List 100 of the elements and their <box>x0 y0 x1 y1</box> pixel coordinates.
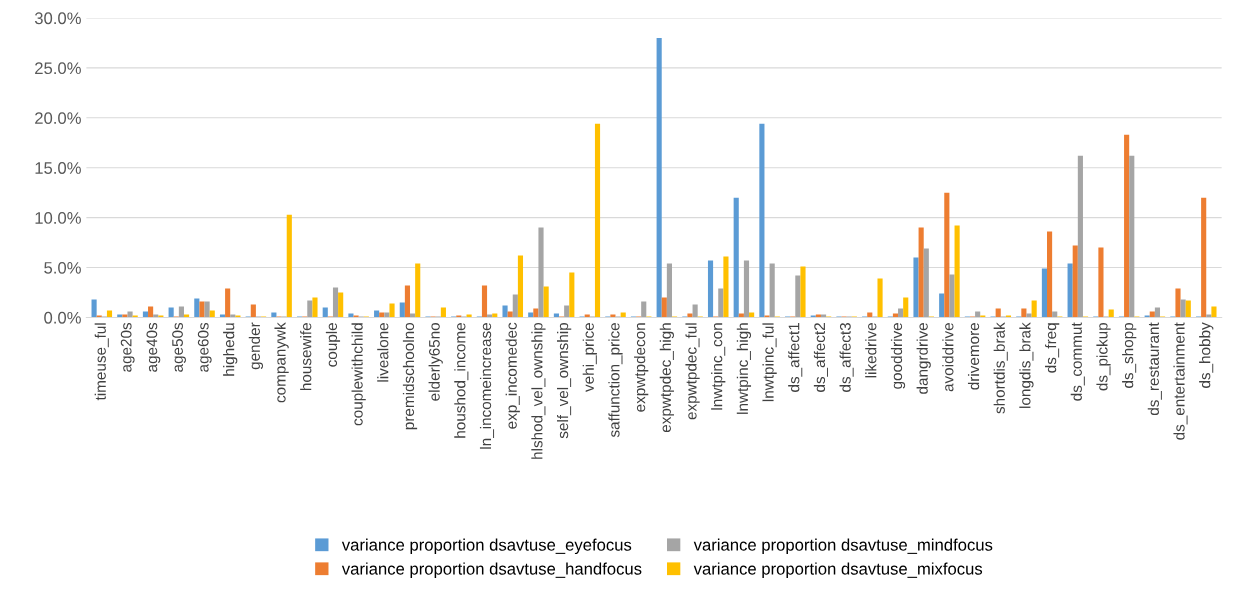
bar <box>610 314 616 318</box>
bar <box>707 260 714 318</box>
x-tick-label: ds_affect2 <box>813 323 828 392</box>
bar <box>481 285 488 318</box>
bar <box>795 275 801 318</box>
bar <box>440 307 446 318</box>
x-tick-label: lnwtpinc_con <box>711 323 726 410</box>
bar <box>1031 300 1037 318</box>
x-tick-label: ds_freq <box>1045 323 1060 373</box>
x-tick-label: hlshod_vel_ownship <box>531 322 546 459</box>
x-tick-label: lnwtpinc_ful <box>762 323 777 402</box>
bar <box>1098 247 1104 318</box>
bar <box>687 313 693 318</box>
bar <box>1180 299 1186 318</box>
x-tick-label: gooddrive <box>890 323 906 389</box>
bar <box>122 314 128 318</box>
x-tick-label: elderly65no <box>428 322 443 401</box>
x-tick-label: highedu <box>223 323 238 376</box>
x-tick-label: expwtpdec_high <box>659 323 674 433</box>
bar <box>944 192 950 318</box>
bar <box>106 310 113 318</box>
x-tick-label: ds_restaurant <box>1147 322 1162 416</box>
bar <box>1206 314 1212 318</box>
bar <box>117 314 123 318</box>
bar <box>250 304 256 318</box>
bar <box>338 292 344 318</box>
bar <box>569 272 575 318</box>
bar <box>564 305 570 318</box>
x-tick-label: ln_incomeincrease <box>479 323 495 449</box>
bar <box>923 248 929 318</box>
bar <box>209 310 215 318</box>
y-tick-label: 20.0% <box>35 112 81 125</box>
x-tick-label: ds_affect3 <box>839 323 854 392</box>
bar <box>995 308 1001 318</box>
bar <box>389 303 395 318</box>
x-tick-label: gender <box>248 322 264 370</box>
bar <box>553 313 559 318</box>
bar <box>743 260 750 318</box>
bar <box>1211 306 1217 318</box>
bar <box>132 315 138 318</box>
legend-label: variance proportion dsavtuse_handfocus <box>341 562 642 579</box>
bar <box>898 308 904 318</box>
x-tick-label: companywk <box>274 322 289 403</box>
bar <box>415 263 421 318</box>
bar <box>810 315 816 318</box>
bar <box>410 313 416 318</box>
y-tick-label: 15.0% <box>35 162 81 174</box>
bar <box>913 257 919 318</box>
x-tick-label: ds_hobby <box>1199 322 1214 388</box>
x-tick-label: vehi_price <box>582 323 597 392</box>
x-tick-label: premidschoolno <box>402 322 418 430</box>
bar <box>225 288 231 318</box>
bar <box>322 307 328 318</box>
y-tick-label: 5.0% <box>44 261 81 274</box>
bar <box>199 301 205 318</box>
x-tick-label: age50s <box>172 322 186 372</box>
bar <box>656 37 662 318</box>
x-tick-label: ds_affect1 <box>788 323 803 392</box>
bar <box>1021 308 1027 318</box>
bar <box>1129 155 1135 318</box>
x-tick-label: drivemore <box>967 323 980 390</box>
bar <box>466 314 472 318</box>
bar <box>312 297 318 318</box>
x-tick-label: avoiddrive <box>942 323 954 392</box>
bar <box>1072 245 1078 318</box>
bar <box>584 314 590 318</box>
bar <box>620 312 626 318</box>
bar <box>1175 288 1181 318</box>
bar <box>1124 134 1130 318</box>
legend-label: variance proportion dsavtuse_eyefocus <box>341 538 632 555</box>
bar <box>487 314 493 318</box>
bar <box>353 315 359 318</box>
bar <box>666 263 672 318</box>
bar <box>168 307 174 318</box>
bar <box>733 197 739 318</box>
bar <box>738 313 744 318</box>
bar <box>204 301 210 318</box>
bar <box>903 297 909 318</box>
bar <box>148 306 154 318</box>
bar <box>918 227 924 318</box>
y-tick-label: 10.0% <box>35 212 81 224</box>
x-tick-label: exp_incomedec <box>505 322 520 429</box>
bar <box>158 315 164 318</box>
x-tick-label: self_vel_ownship <box>557 322 572 439</box>
bar <box>723 256 729 318</box>
x-tick-label: likedrive <box>865 323 877 378</box>
bar <box>980 315 986 318</box>
x-tick-label: livealone <box>377 323 389 382</box>
bar <box>892 313 899 318</box>
x-tick-label: saffunction_price <box>608 323 623 438</box>
bar <box>939 293 945 318</box>
bar <box>127 311 133 318</box>
bar <box>399 302 405 318</box>
bar <box>142 311 149 318</box>
bar <box>153 314 159 318</box>
x-tick-label: dangrdrive <box>916 323 931 394</box>
bar <box>96 315 102 318</box>
bar <box>1077 155 1083 318</box>
bar <box>1067 263 1073 318</box>
y-tick-label: 25.0% <box>35 62 81 75</box>
